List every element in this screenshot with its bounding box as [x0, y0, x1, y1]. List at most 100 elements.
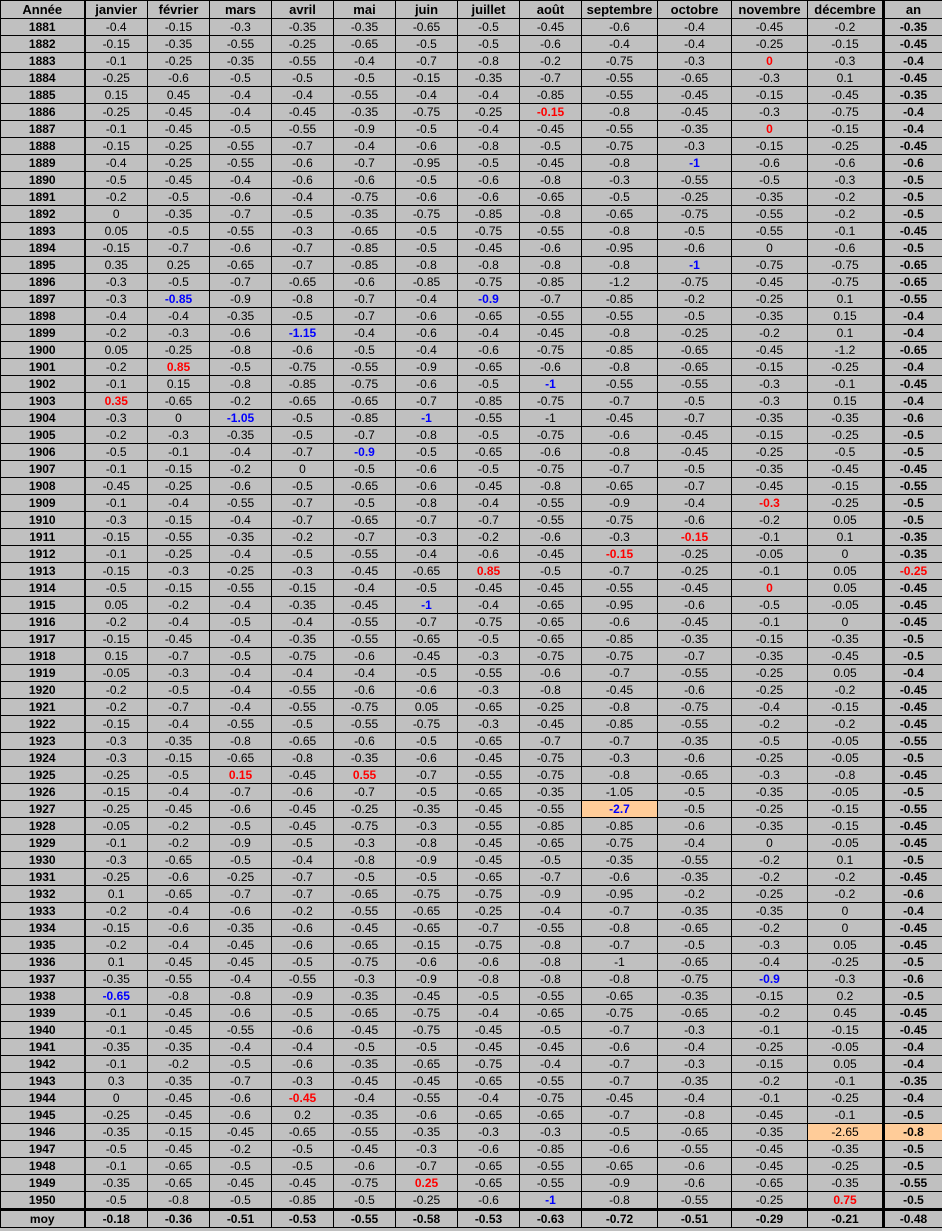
value-cell: -0.2 [807, 681, 884, 699]
value-cell: -0.2 [147, 834, 210, 852]
value-cell: -0.55 [209, 715, 272, 733]
value-cell: -0.1 [731, 1089, 808, 1107]
year-cell: 1910 [0, 511, 86, 529]
value-cell: -0.75 [395, 205, 458, 223]
value-cell: -0.2 [657, 290, 732, 308]
value-cell: -0.55 [209, 494, 272, 512]
year-cell: 1918 [0, 647, 86, 665]
column-header: mai [333, 0, 396, 19]
value-cell: -0.8 [581, 443, 658, 461]
value-cell: -0.8 [209, 987, 272, 1005]
value-cell: -0.3 [731, 494, 808, 512]
value-cell: -0.55 [519, 919, 582, 937]
value-cell: -0.45 [731, 273, 808, 291]
annual-cell: -0.55 [882, 732, 942, 750]
year-cell: 1948 [0, 1157, 86, 1175]
value-cell: -0.75 [395, 715, 458, 733]
annual-cell: -0.4 [882, 52, 942, 70]
value-cell: -0.15 [657, 528, 732, 546]
year-cell: 1929 [0, 834, 86, 852]
value-cell: -0.65 [271, 392, 334, 410]
year-cell: 1907 [0, 460, 86, 478]
value-cell: -0.45 [657, 103, 732, 121]
value-cell: -0.15 [84, 137, 148, 155]
value-cell: -0.25 [731, 1191, 808, 1210]
value-cell: -0.65 [657, 358, 732, 376]
year-cell: 1919 [0, 664, 86, 682]
value-cell: -0.5 [209, 613, 272, 631]
value-cell: -0.6 [581, 426, 658, 444]
value-cell: -0.15 [395, 936, 458, 954]
value-cell: -0.75 [657, 698, 732, 716]
value-cell: -0.65 [147, 1174, 210, 1192]
value-cell: -0.25 [807, 494, 884, 512]
column-header: novembre [731, 0, 808, 19]
value-cell: -0.25 [147, 477, 210, 495]
annual-cell: -0.4 [882, 324, 942, 342]
annual-cell: -0.45 [882, 137, 942, 155]
annual-cell: -0.45 [882, 698, 942, 716]
value-cell: -0.35 [271, 630, 334, 648]
year-cell: 1932 [0, 885, 86, 903]
value-cell: -0.8 [519, 171, 582, 189]
year-cell: 1949 [0, 1174, 86, 1192]
value-cell: 0 [84, 1089, 148, 1107]
value-cell: 0 [271, 460, 334, 478]
year-cell: 1950 [0, 1191, 86, 1210]
value-cell: -0.45 [147, 120, 210, 138]
value-cell: -0.8 [271, 290, 334, 308]
annual-cell: -0.5 [882, 188, 942, 206]
value-cell: -0.2 [84, 324, 148, 342]
table-row: 1938 -0.65 -0.8 -0.8 -0.9 -0.35 -0.45 -0.5 -0.55… [0, 987, 942, 1005]
value-cell: -0.15 [84, 715, 148, 733]
value-cell: -0.25 [731, 681, 808, 699]
year-cell: 1925 [0, 766, 86, 784]
value-cell: -0.2 [84, 613, 148, 631]
value-cell: -1 [519, 409, 582, 427]
average-cell: -0.51 [657, 1208, 732, 1228]
year-cell: 1911 [0, 528, 86, 546]
value-cell: -0.9 [395, 358, 458, 376]
value-cell: -0.35 [333, 1106, 396, 1124]
value-cell: -0.6 [395, 137, 458, 155]
value-cell: -0.55 [271, 52, 334, 70]
table-body: 1881 -0.4 -0.15 -0.3 -0.35 -0.35 -0.65 -0.5 -0.4… [0, 18, 942, 1228]
column-header: an [882, 0, 942, 19]
value-cell: -0.3 [395, 817, 458, 835]
value-cell: -0.25 [731, 443, 808, 461]
value-cell: -0.7 [395, 392, 458, 410]
value-cell: -0.3 [657, 1021, 732, 1039]
value-cell: -0.25 [84, 868, 148, 886]
value-cell: -0.3 [457, 1123, 520, 1141]
value-cell: -0.7 [395, 1157, 458, 1175]
value-cell: -0.55 [731, 222, 808, 240]
value-cell: -0.35 [731, 817, 808, 835]
table-row: 1884 -0.25 -0.6 -0.5 -0.5 -0.5 -0.15 -0.35 -0.7-… [0, 69, 942, 87]
value-cell: -0.6 [333, 171, 396, 189]
value-cell: -0.45 [731, 18, 808, 36]
value-cell: -0.65 [395, 1055, 458, 1073]
value-cell: -0.75 [271, 647, 334, 665]
value-cell: -0.5 [147, 188, 210, 206]
value-cell: -0.65 [333, 1004, 396, 1022]
value-cell: -0.9 [333, 443, 396, 461]
value-cell: -0.35 [731, 647, 808, 665]
value-cell: 0.1 [807, 528, 884, 546]
value-cell: -0.6 [807, 154, 884, 172]
value-cell: -0.4 [147, 613, 210, 631]
value-cell: -0.5 [84, 579, 148, 597]
table-row: 1914 -0.5 -0.15 -0.55 -0.15 -0.4 -0.5 -0.45 -0.4… [0, 579, 942, 597]
annual-cell: -0.4 [882, 103, 942, 121]
value-cell: -0.45 [147, 953, 210, 971]
value-cell: -0.3 [147, 562, 210, 580]
value-cell: -0.5 [84, 1191, 148, 1210]
value-cell: -0.2 [84, 426, 148, 444]
table-row: 1925 -0.25 -0.5 0.15 -0.45 0.55 -0.7 -0.55 -0.75… [0, 766, 942, 784]
value-cell: -0.85 [519, 817, 582, 835]
value-cell: -0.45 [147, 1021, 210, 1039]
year-cell: 1945 [0, 1106, 86, 1124]
value-cell: -0.85 [519, 273, 582, 291]
value-cell: -0.45 [807, 460, 884, 478]
value-cell: -0.45 [271, 766, 334, 784]
